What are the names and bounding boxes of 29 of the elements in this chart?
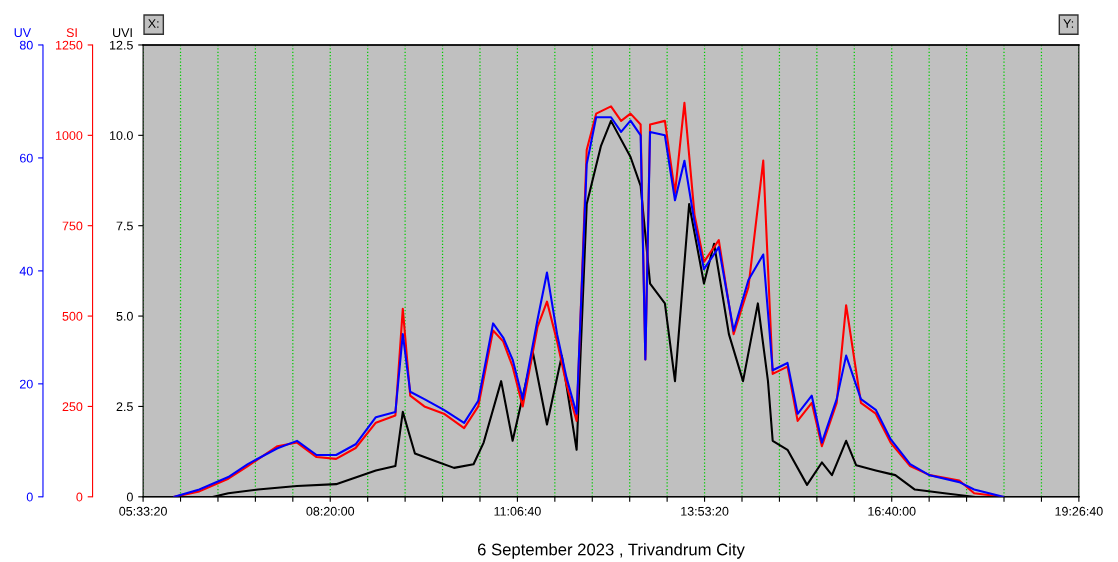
x-tick-label: 16:40:00	[868, 506, 916, 516]
y3-axis-title: UV	[14, 28, 32, 38]
y2-tick-label: 1000	[56, 131, 83, 140]
x-tick-label: 08:20:00	[306, 506, 355, 516]
y-tick-label: 0	[126, 492, 133, 502]
y3-tick-label: 20	[19, 379, 33, 389]
y-axis-title: UVI	[113, 28, 132, 38]
x-axis-title: 6 September 2023 , Trivandrum City	[477, 543, 745, 559]
text: X:	[148, 19, 159, 28]
y2-tick-label: 500	[62, 311, 83, 321]
y-tick-label: 7.5	[116, 221, 133, 231]
y2-tick-label: 750	[62, 221, 83, 231]
y-tick-label: 10.0	[110, 131, 133, 140]
x-tick-label: 11:06:40	[494, 506, 541, 516]
y2-axis-title: SI	[66, 28, 77, 38]
y2-tick-label: 0	[76, 492, 83, 502]
x-tick-label: 05:33:20	[119, 506, 167, 516]
y3-tick-label: 40	[19, 266, 33, 276]
text: Y:	[1063, 19, 1074, 28]
y3-tick-label: 0	[26, 492, 33, 502]
y2-tick-label: 250	[62, 402, 83, 412]
y-tick-label: 5.0	[116, 311, 133, 321]
x-tick-label: 13:53:20	[681, 506, 729, 516]
y3-tick-label: 60	[19, 153, 33, 163]
x-tick-label: 19:26:40	[1055, 506, 1103, 516]
y3-tick-label: 80	[19, 40, 33, 50]
y-tick-label: 12.5	[110, 40, 133, 50]
y-tick-label: 2.5	[116, 402, 133, 412]
y2-tick-label: 1250	[56, 40, 83, 50]
